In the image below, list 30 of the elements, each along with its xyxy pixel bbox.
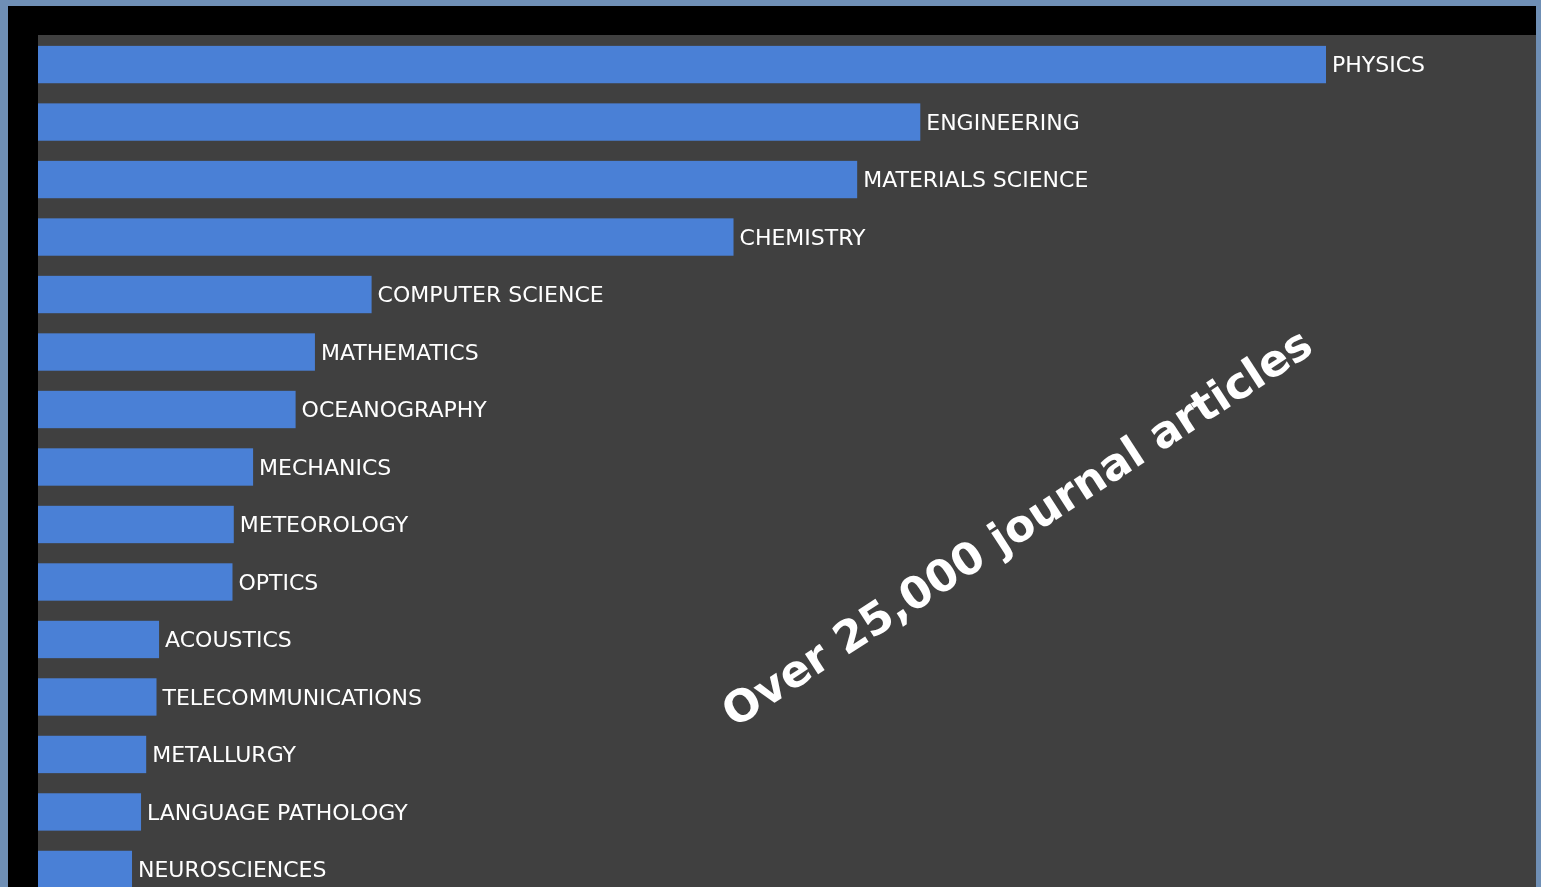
y-tick-label: ACOUSTICS	[165, 627, 292, 653]
bar	[38, 850, 133, 887]
y-tick-label: CHEMISTRY	[739, 224, 867, 250]
y-tick-label: LANGUAGE PATHOLOGY	[147, 799, 409, 825]
bar	[38, 448, 254, 486]
y-tick-label: COMPUTER SCIENCE	[377, 282, 604, 308]
y-tick-label: METALLURGY	[152, 742, 297, 768]
y-tick-label: MATERIALS SCIENCE	[863, 167, 1089, 193]
bar	[38, 505, 234, 544]
bar	[38, 218, 734, 256]
y-tick-label: PHYSICS	[1332, 52, 1426, 78]
bar	[38, 103, 921, 141]
bar	[38, 160, 858, 199]
bar	[38, 563, 233, 601]
y-tick-label: MECHANICS	[259, 454, 392, 480]
bar	[38, 333, 315, 371]
bar	[38, 275, 372, 314]
bar	[38, 390, 296, 429]
y-tick-label: ENGINEERING	[926, 109, 1080, 135]
bar	[38, 793, 142, 831]
y-tick-label: OCEANOGRAPHY	[301, 397, 488, 423]
bar	[38, 45, 1326, 84]
y-tick-label: TELECOMMUNICATIONS	[161, 684, 423, 710]
y-tick-label: METEOROLOGY	[239, 512, 409, 538]
bar	[38, 678, 157, 716]
bar	[38, 735, 147, 774]
bar	[38, 620, 160, 659]
y-tick-label: MATHEMATICS	[320, 339, 479, 365]
y-tick-label: NEUROSCIENCES	[138, 857, 327, 883]
y-tick-label: OPTICS	[238, 569, 319, 595]
